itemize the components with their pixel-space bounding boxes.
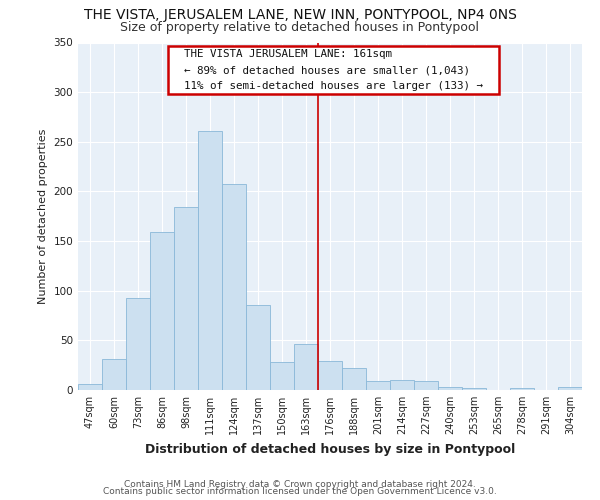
Bar [222, 184, 246, 390]
Bar [246, 304, 270, 390]
Bar [102, 359, 126, 390]
Bar [150, 232, 174, 390]
Bar [510, 388, 534, 390]
X-axis label: Distribution of detached houses by size in Pontypool: Distribution of detached houses by size … [145, 442, 515, 456]
Bar [270, 362, 294, 390]
Bar [126, 298, 150, 390]
Text: Size of property relative to detached houses in Pontypool: Size of property relative to detached ho… [121, 21, 479, 34]
Y-axis label: Number of detached properties: Number of detached properties [38, 128, 48, 304]
Text: THE VISTA JERUSALEM LANE: 161sqm  
  ← 89% of detached houses are smaller (1,043: THE VISTA JERUSALEM LANE: 161sqm ← 89% o… [171, 50, 496, 90]
Bar [318, 361, 342, 390]
Text: Contains HM Land Registry data © Crown copyright and database right 2024.: Contains HM Land Registry data © Crown c… [124, 480, 476, 489]
Bar [342, 368, 366, 390]
Bar [414, 381, 438, 390]
Text: Contains public sector information licensed under the Open Government Licence v3: Contains public sector information licen… [103, 488, 497, 496]
Bar [390, 380, 414, 390]
Bar [366, 381, 390, 390]
Bar [438, 387, 462, 390]
Bar [462, 388, 486, 390]
Bar [198, 131, 222, 390]
Bar [558, 387, 582, 390]
Bar [174, 208, 198, 390]
Bar [78, 384, 102, 390]
Bar [294, 344, 318, 390]
Text: THE VISTA, JERUSALEM LANE, NEW INN, PONTYPOOL, NP4 0NS: THE VISTA, JERUSALEM LANE, NEW INN, PONT… [83, 8, 517, 22]
